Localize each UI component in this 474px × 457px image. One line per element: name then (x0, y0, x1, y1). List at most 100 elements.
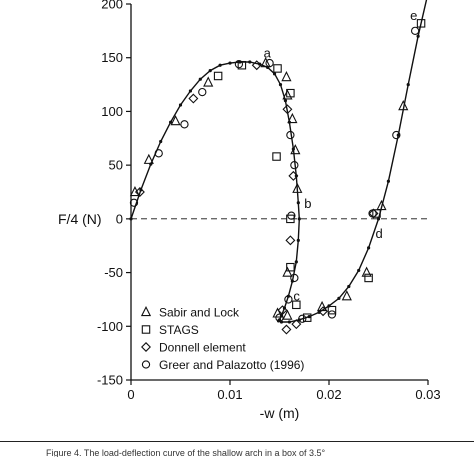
y-tick-label: -50 (104, 265, 123, 280)
legend-label: Greer and Palazotto (1996) (159, 358, 304, 372)
square-data-point (286, 262, 295, 272)
curve-point (198, 77, 202, 81)
legend-label: STAGS (159, 323, 199, 337)
diamond-data-point (285, 235, 296, 246)
curve-point (396, 133, 400, 137)
curve-point (386, 179, 390, 183)
diamond-data-point (281, 324, 292, 335)
y-axis-label: F/4 (N) (58, 211, 102, 227)
diamond-data-point (277, 305, 288, 316)
triangle-data-point (203, 76, 214, 87)
triangle-data-point (287, 112, 298, 124)
curve-annotation-d: d (376, 226, 383, 241)
square-data-point (286, 214, 295, 224)
curve-point (296, 201, 300, 205)
curve-point (248, 60, 252, 64)
plot-area: -150 -100 -50 0 50 100 150 200 0 0.01 0.02 0.03 -w (… (58, 0, 441, 421)
y-tick-label: 150 (101, 50, 123, 65)
square-data-point (372, 209, 381, 218)
curve-point (367, 246, 371, 250)
square-data-point (364, 273, 373, 283)
curve-point (416, 34, 420, 38)
diamond-data-point (288, 170, 299, 181)
curve-point (208, 69, 212, 73)
curve-annotation-b: b (304, 196, 311, 211)
curve-point (188, 89, 192, 93)
load-deflection-chart: -150 -100 -50 0 50 100 150 200 0 0.01 0.02 0.03 -w (… (58, 0, 441, 421)
diamond-data-point (318, 306, 329, 317)
load-deflection-curve (130, 0, 428, 323)
circle-data-point (392, 130, 401, 140)
diamond-data-point (134, 187, 145, 197)
curve-point (347, 284, 351, 289)
curve-point (376, 217, 381, 221)
curve-point (169, 120, 173, 124)
curve-point (129, 217, 133, 221)
x-tick-label: 0 (127, 387, 134, 402)
x-tick-label: 0.02 (316, 387, 341, 402)
y-tick-label: 100 (101, 104, 123, 119)
legend-circle-marker (141, 360, 151, 369)
square-data-point (286, 88, 295, 98)
y-tick-label: 200 (101, 0, 123, 12)
circle-data-point (290, 160, 299, 170)
x-axis-label: -w (m) (260, 405, 300, 421)
curve-point (296, 238, 300, 242)
triangle-data-point (316, 300, 328, 312)
legend-diamond-marker (141, 342, 151, 352)
triangle-data-point (272, 307, 283, 318)
curve-point (297, 217, 301, 221)
curve-annotation-c: c (293, 289, 300, 304)
curve-annotation-e: e (410, 8, 417, 23)
curve-annotation-a: a (264, 46, 272, 61)
x-tick-label: 0.01 (217, 387, 242, 402)
circle-data-point (265, 58, 274, 68)
triangle-data-point (281, 71, 292, 82)
curve-point (406, 82, 410, 87)
legend-triangle-marker (140, 305, 152, 317)
circle-data-point (410, 26, 420, 36)
circle-data-point (327, 310, 337, 319)
triangle-data-point (398, 100, 409, 111)
triangle-data-point (361, 266, 372, 277)
circle-data-point (284, 295, 293, 304)
y-tick-label: -150 (97, 373, 123, 388)
curve-point (357, 268, 361, 273)
circle-data-point (154, 149, 163, 158)
square-data-point (273, 64, 282, 73)
curve-point (278, 82, 283, 87)
circle-data-point (290, 273, 299, 283)
legend-label: Donnell element (159, 341, 246, 355)
triangle-data-point (282, 309, 293, 320)
circle-data-point (180, 120, 189, 129)
square-data-point (272, 152, 281, 161)
legend-label: Sabir and Lock (159, 306, 240, 320)
legend-square-marker (141, 325, 151, 334)
circle-data-point (234, 60, 244, 69)
curve-point (159, 139, 163, 144)
y-tick-label: -100 (97, 319, 123, 334)
square-data-point (327, 305, 337, 315)
circle-data-point (198, 87, 207, 97)
figure-caption: Figure 4. The load-deflection curve of t… (0, 441, 474, 457)
triangle-data-point (282, 266, 293, 277)
diamond-data-point (188, 93, 199, 104)
square-data-point (416, 19, 426, 28)
curve-point (283, 99, 288, 103)
diamond-data-point (282, 104, 293, 115)
triangle-data-point (282, 89, 293, 100)
triangle-data-point (260, 57, 271, 68)
curve-point (307, 315, 311, 319)
x-tick-label: 0.03 (415, 387, 440, 402)
curve-point (294, 260, 298, 264)
square-data-point (292, 300, 301, 310)
y-tick-label: 0 (116, 211, 123, 226)
triangle-data-point (376, 199, 387, 211)
triangle-data-point (143, 153, 154, 164)
circle-data-point (287, 211, 296, 220)
triangle-data-point (290, 144, 301, 155)
y-tick-label: 50 (109, 158, 123, 173)
diamond-data-point (291, 319, 302, 330)
diamond-data-point (251, 60, 262, 71)
curve-point (178, 103, 183, 107)
